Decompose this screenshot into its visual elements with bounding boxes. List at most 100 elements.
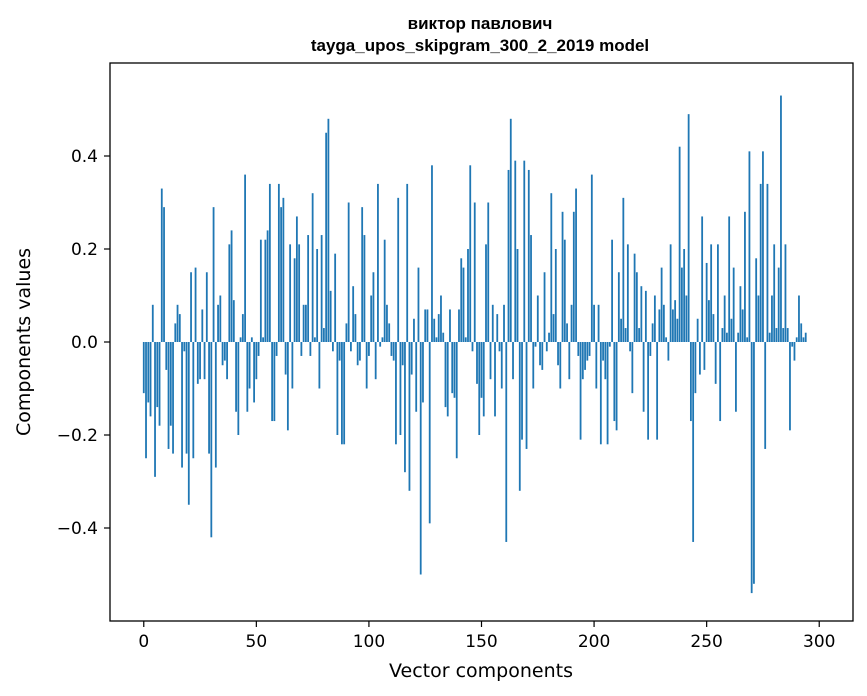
bar bbox=[284, 342, 287, 375]
bar bbox=[343, 342, 346, 445]
bar bbox=[588, 342, 591, 356]
chart-subtitle: tayga_upos_skipgram_300_2_2019 model bbox=[311, 36, 649, 55]
bar bbox=[203, 342, 206, 380]
bar bbox=[435, 337, 438, 342]
x-tick-label: 250 bbox=[690, 632, 722, 652]
bar bbox=[782, 328, 785, 342]
bar bbox=[417, 267, 420, 342]
bar bbox=[471, 342, 474, 352]
bar bbox=[685, 295, 688, 342]
bar bbox=[523, 160, 526, 342]
bar bbox=[750, 342, 753, 594]
bar bbox=[309, 342, 312, 356]
bar bbox=[433, 318, 436, 342]
bar bbox=[795, 337, 798, 342]
bar bbox=[525, 342, 528, 449]
bar bbox=[753, 342, 755, 584]
bar bbox=[422, 342, 424, 403]
bar bbox=[550, 193, 553, 342]
bar bbox=[318, 342, 321, 389]
bar bbox=[345, 323, 348, 342]
bar bbox=[548, 332, 550, 342]
bar bbox=[304, 304, 307, 342]
bar bbox=[726, 332, 728, 342]
bar bbox=[147, 342, 150, 403]
bar bbox=[746, 337, 749, 342]
bar bbox=[478, 342, 481, 435]
y-tick-label: 0.2 bbox=[71, 240, 98, 260]
bar bbox=[505, 342, 508, 542]
bar bbox=[678, 146, 681, 342]
bar bbox=[334, 253, 337, 342]
bar bbox=[174, 323, 177, 342]
bar bbox=[554, 249, 557, 342]
bar bbox=[656, 342, 659, 440]
bar bbox=[158, 342, 161, 426]
bar bbox=[300, 342, 303, 356]
bar bbox=[336, 342, 339, 435]
bar bbox=[635, 272, 638, 342]
bar bbox=[428, 342, 431, 524]
bar bbox=[509, 118, 512, 342]
bar bbox=[793, 342, 796, 361]
bar bbox=[491, 304, 494, 342]
bar bbox=[539, 342, 541, 366]
bar bbox=[699, 342, 701, 375]
bar bbox=[241, 314, 244, 342]
bar bbox=[302, 304, 305, 342]
bar bbox=[744, 211, 746, 342]
bar bbox=[322, 328, 325, 342]
bar bbox=[388, 323, 391, 342]
bar bbox=[541, 342, 544, 370]
bar bbox=[210, 342, 213, 538]
bar bbox=[728, 216, 731, 342]
bar bbox=[449, 309, 451, 342]
bar bbox=[266, 230, 269, 342]
bar bbox=[710, 244, 713, 342]
bar bbox=[363, 235, 366, 342]
bar bbox=[494, 342, 496, 417]
bar bbox=[644, 290, 647, 342]
bar bbox=[356, 342, 359, 366]
bar bbox=[662, 304, 665, 342]
bar bbox=[145, 342, 147, 459]
bar bbox=[514, 160, 517, 342]
bar bbox=[665, 337, 668, 342]
bar bbox=[374, 342, 377, 380]
bar bbox=[566, 323, 568, 342]
bar bbox=[469, 165, 472, 342]
bar bbox=[354, 314, 357, 342]
bar bbox=[194, 267, 197, 342]
bar bbox=[235, 342, 237, 412]
bar bbox=[446, 342, 449, 417]
bar bbox=[149, 342, 152, 417]
bar bbox=[250, 337, 253, 342]
bar bbox=[667, 342, 670, 361]
bar bbox=[271, 342, 274, 422]
x-tick-label: 0 bbox=[138, 632, 149, 652]
bar bbox=[458, 309, 460, 342]
bar bbox=[199, 342, 201, 380]
bar bbox=[228, 244, 231, 342]
bar bbox=[676, 318, 679, 342]
bar bbox=[295, 216, 298, 342]
bar bbox=[689, 342, 692, 422]
bar-series bbox=[142, 95, 807, 594]
bar bbox=[397, 197, 400, 342]
bar bbox=[341, 342, 343, 445]
bar bbox=[714, 342, 717, 384]
bar bbox=[536, 295, 539, 342]
bar bbox=[190, 272, 192, 342]
bar bbox=[386, 304, 388, 342]
bar bbox=[703, 342, 706, 370]
x-tick-label: 50 bbox=[246, 632, 268, 652]
bar bbox=[192, 342, 195, 459]
bar bbox=[286, 342, 289, 431]
bar bbox=[777, 267, 780, 342]
bar bbox=[426, 309, 429, 342]
y-tick-label: −0.4 bbox=[57, 519, 98, 539]
bar bbox=[552, 314, 555, 342]
bar bbox=[248, 342, 251, 389]
bar bbox=[775, 328, 778, 342]
